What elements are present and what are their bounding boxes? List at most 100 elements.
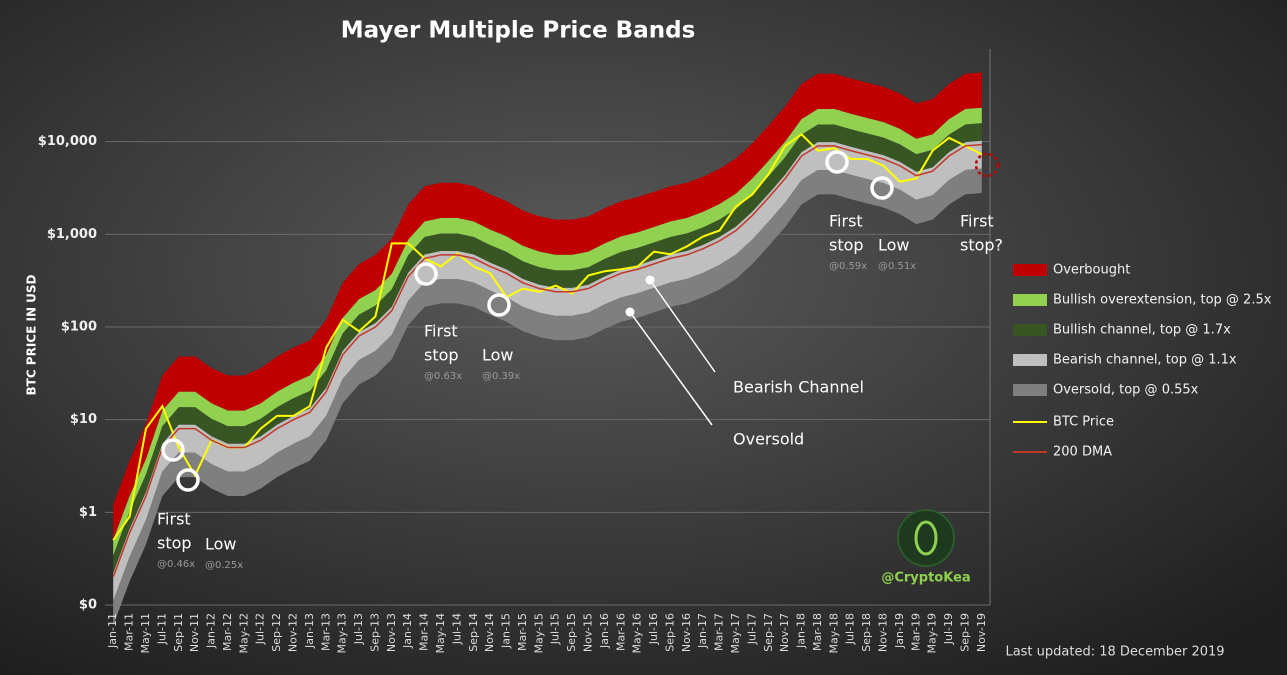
- x-tick-label: Sep-19: [958, 613, 971, 652]
- x-tick-label: Jan-19: [893, 613, 906, 649]
- x-tick-label: Jul-17: [745, 613, 758, 645]
- legend-label: Bearish channel, top @ 1.1x: [1053, 353, 1237, 368]
- y-tick-label: $10: [70, 412, 97, 427]
- y-tick-label: $1,000: [47, 227, 97, 242]
- x-tick-label: May-18: [827, 613, 840, 654]
- legend-label: BTC Price: [1053, 415, 1114, 430]
- x-tick-label: Mar-18: [811, 613, 824, 651]
- annotation-text: Low: [482, 346, 514, 365]
- x-tick-label: Jul-14: [450, 613, 463, 645]
- x-tick-label: Nov-18: [876, 613, 889, 652]
- x-tick-label: May-14: [434, 613, 447, 654]
- markers: [161, 150, 1000, 567]
- x-tick-label: Jan-12: [205, 613, 218, 649]
- x-tick-label: Jul-18: [844, 613, 857, 645]
- x-tick-label: Mar-11: [123, 613, 136, 651]
- marker-circle: [414, 262, 438, 286]
- callout-dot: [625, 307, 635, 317]
- annotation-multiple: @0.39x: [482, 371, 520, 382]
- annotation-multiple: @0.59x: [829, 261, 867, 272]
- x-tick-label: Mar-13: [319, 613, 332, 651]
- annotation-text: stop: [829, 236, 864, 255]
- annotation-text: First: [960, 212, 994, 231]
- x-tick-label: Mar-16: [614, 613, 627, 651]
- x-tick-label: Nov-19: [975, 613, 988, 652]
- annotation-multiple: @0.51x: [878, 261, 916, 272]
- legend-swatch: [1013, 354, 1047, 366]
- x-tick-label: Nov-16: [680, 613, 693, 652]
- x-tick-label: Sep-16: [663, 613, 676, 652]
- x-tick-label: Nov-11: [188, 613, 201, 652]
- x-tick-label: Nov-15: [581, 613, 594, 652]
- band-area: [113, 140, 982, 602]
- x-tick-label: Nov-14: [483, 613, 496, 652]
- x-tick-label: May-12: [237, 613, 250, 654]
- series-line: [112, 143, 982, 578]
- x-tick-label: Jul-12: [254, 613, 267, 645]
- y-tick-label: $0: [79, 598, 97, 613]
- x-tick-label: Mar-14: [418, 613, 431, 651]
- x-tick-label: Jan-13: [303, 613, 316, 649]
- x-tick-label: Sep-12: [270, 613, 283, 652]
- band-area: [113, 72, 982, 541]
- x-tick-label: Nov-13: [385, 613, 398, 652]
- x-tick-label: Jul-11: [155, 613, 168, 645]
- marker-circle: [161, 438, 185, 462]
- plot-area: [105, 49, 991, 626]
- annotation-multiple: @0.25x: [205, 560, 243, 571]
- annotation-multiple: @0.63x: [424, 371, 462, 382]
- x-tick-label: Jul-13: [352, 613, 365, 645]
- x-tick-label: Sep-13: [368, 613, 381, 652]
- x-tick-label: May-13: [336, 613, 349, 654]
- logo: [897, 509, 955, 567]
- x-tick-label: Sep-11: [172, 613, 185, 652]
- x-tick-label: Mar-17: [713, 613, 726, 651]
- watermark: @CryptoKea: [881, 571, 970, 586]
- x-tick-label: Jan-15: [500, 613, 513, 649]
- legend-swatch: [1013, 384, 1047, 396]
- legend-label: Overbought: [1053, 263, 1130, 278]
- legend-label: Oversold, top @ 0.55x: [1053, 383, 1199, 398]
- x-tick-label: Sep-17: [762, 613, 775, 652]
- y-axis-label: BTC PRICE IN USD: [25, 274, 39, 395]
- x-tick-label: Nov-12: [286, 613, 299, 652]
- annotation-text: stop: [157, 534, 192, 553]
- x-tick-label: May-16: [631, 613, 644, 654]
- callout-line: [649, 279, 716, 373]
- legend-swatch: [1013, 264, 1047, 276]
- legend-label: Bullish overextension, top @ 2.5x: [1053, 293, 1272, 308]
- x-tick-label: Jan-18: [795, 613, 808, 649]
- y-tick-label: $10,000: [38, 134, 97, 149]
- x-tick-label: May-11: [139, 613, 152, 654]
- annotation-text: stop: [424, 346, 459, 365]
- annotation-text: Low: [878, 236, 910, 255]
- footnote: Last updated: 18 December 2019: [1005, 645, 1224, 660]
- x-tick-label: May-19: [926, 613, 939, 654]
- legend-label: Bullish channel, top @ 1.7x: [1053, 323, 1231, 338]
- x-tick-label: Jul-16: [647, 613, 660, 645]
- marker-circle: [487, 293, 511, 317]
- legend-label: 200 DMA: [1053, 445, 1112, 460]
- y-tick-label: $100: [61, 320, 97, 335]
- marker-circle: [870, 176, 894, 200]
- x-tick-label: May-15: [532, 613, 545, 654]
- x-tick-label: Jul-19: [942, 613, 955, 645]
- callout-dot: [645, 275, 655, 285]
- annotation-text: Low: [205, 535, 237, 554]
- x-tick-label: Nov-17: [778, 613, 791, 652]
- marker-circle: [825, 150, 849, 174]
- x-tick-label: Sep-14: [467, 613, 480, 652]
- annotation-multiple: @0.46x: [157, 559, 195, 570]
- marker-circle: [176, 468, 200, 492]
- x-tick-label: May-17: [729, 613, 742, 654]
- annotation-text: First: [424, 322, 458, 341]
- x-tick-label: Sep-18: [860, 613, 873, 652]
- x-tick-label: Jul-15: [549, 613, 562, 645]
- annotation-text: stop?: [960, 236, 1003, 255]
- x-tick-label: Mar-12: [221, 613, 234, 651]
- x-tick-label: Mar-19: [909, 613, 922, 651]
- annotation-text: First: [829, 212, 863, 231]
- x-tick-label: Jan-16: [598, 613, 611, 649]
